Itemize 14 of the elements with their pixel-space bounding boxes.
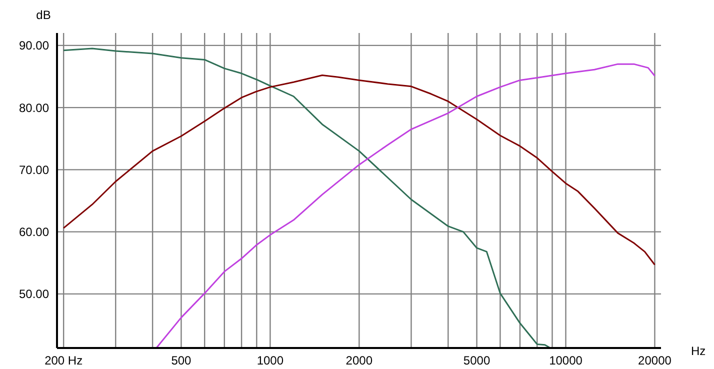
y-tick-label: 80.00 (18, 100, 50, 115)
x-tick-label: 200 Hz (44, 354, 83, 368)
y-tick-label: 70.00 (18, 162, 50, 177)
x-axis-title: Hz (691, 344, 706, 358)
x-tick-label: 10000 (549, 354, 583, 368)
x-tick-label: 1000 (256, 354, 284, 368)
y-tick-label: 50.00 (18, 287, 50, 302)
x-tick-label: 5000 (463, 354, 490, 368)
y-tick-label: 90.00 (18, 38, 50, 53)
x-tick-label: 500 (171, 354, 192, 368)
x-tick-label: 2000 (346, 354, 373, 368)
x-tick-label: 20000 (638, 354, 672, 368)
y-axis-title: dB (36, 8, 51, 22)
y-tick-label: 60.00 (18, 225, 50, 240)
